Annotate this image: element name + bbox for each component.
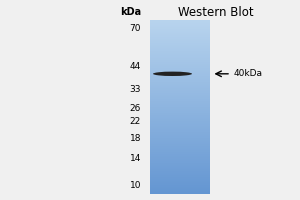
Text: 70: 70 xyxy=(130,24,141,33)
Ellipse shape xyxy=(153,72,192,76)
Text: kDa: kDa xyxy=(120,7,141,17)
Text: 33: 33 xyxy=(130,85,141,94)
Text: 22: 22 xyxy=(130,117,141,126)
Text: 26: 26 xyxy=(130,104,141,113)
Text: 44: 44 xyxy=(130,62,141,71)
Text: 18: 18 xyxy=(130,134,141,143)
Text: 14: 14 xyxy=(130,154,141,163)
Text: Western Blot: Western Blot xyxy=(178,6,254,19)
Text: 40kDa: 40kDa xyxy=(234,69,263,78)
Text: 10: 10 xyxy=(130,181,141,190)
